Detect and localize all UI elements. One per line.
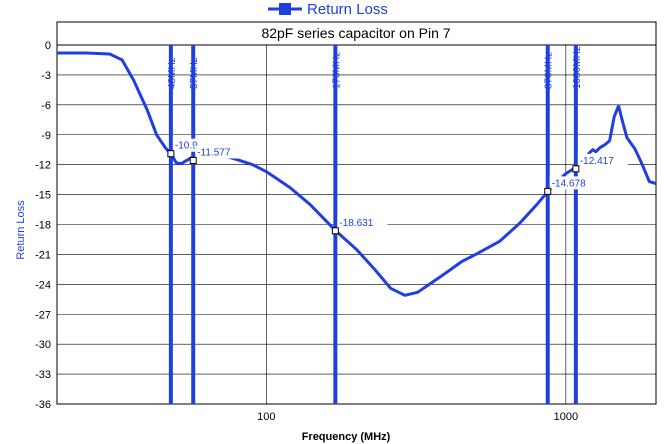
y-tick-label: -15 <box>35 190 51 202</box>
x-tick-label: 100 <box>257 411 275 423</box>
marker-value-label: -14.678 <box>552 178 586 189</box>
marker-label: 870MHz <box>544 52 555 89</box>
x-tick-labels: 100 1000 <box>257 411 578 423</box>
y-tick-label: 0 <box>45 40 51 52</box>
marker-point <box>331 227 339 235</box>
marker-label: 57MHz <box>189 57 200 89</box>
y-tick-label: -6 <box>41 100 51 112</box>
marker-value-box <box>549 176 600 190</box>
marker-points: -10.9-11.577 -18.631 -14.678 -12.417 <box>167 138 628 235</box>
y-axis-label: Return Loss <box>15 200 27 260</box>
y-tick-label: -27 <box>35 309 51 321</box>
marker-value-box <box>337 215 388 229</box>
marker-value-label: -10.9 <box>175 141 198 152</box>
y-tick-label: -18 <box>35 220 51 232</box>
y-tick-label: -3 <box>41 70 51 82</box>
y-tick-label: -21 <box>35 249 51 261</box>
y-tick-labels: 0 -3 -6 -9 -12 -15 -18 -21 -24 -27 -30 -33 -36 <box>35 40 51 411</box>
legend-marker-icon <box>279 3 291 15</box>
chart-title: 82pF series capacitor on Pin 7 <box>261 25 450 41</box>
marker-point <box>544 187 552 195</box>
series-group <box>57 51 657 297</box>
y-tick-label: -9 <box>41 130 51 142</box>
y-tick-label: -33 <box>35 369 51 381</box>
grid <box>57 44 656 405</box>
marker-point <box>572 165 580 173</box>
marker-label: 48MHz <box>167 57 178 89</box>
x-axis-label: Frequency (MHz) <box>302 431 391 443</box>
marker-point <box>189 156 197 164</box>
marker-value-box <box>195 145 246 159</box>
y-tick-label: -30 <box>35 339 51 351</box>
y-tick-label: -12 <box>35 160 51 172</box>
legend-label: Return Loss <box>307 1 388 18</box>
legend: Return Loss <box>268 1 388 18</box>
marker-value-label: -12.417 <box>580 156 614 167</box>
marker-value-box <box>577 153 628 167</box>
marker-value-label: -11.577 <box>197 147 231 158</box>
series-line <box>57 51 657 297</box>
marker-lines: 48MHz 57MHz 170MHz 870MHz 1080MHz <box>167 45 583 404</box>
y-tick-label: -36 <box>35 399 51 411</box>
x-tick-label: 1000 <box>554 411 578 423</box>
y-tick-label: -24 <box>35 279 51 291</box>
marker-label: 170MHz <box>331 52 342 89</box>
marker-point <box>167 150 175 158</box>
marker-value-label: -18.631 <box>339 218 373 229</box>
marker-label: 1080MHz <box>572 46 583 89</box>
